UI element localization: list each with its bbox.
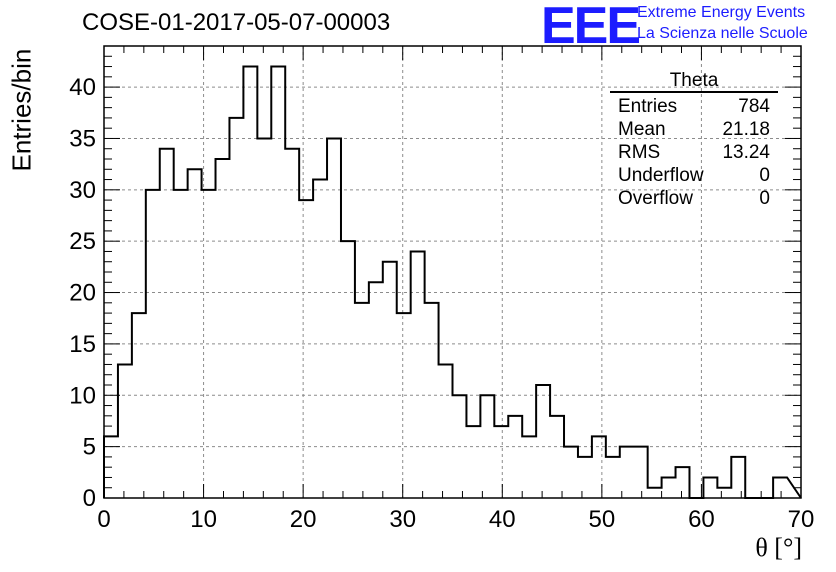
stats-row: Underflow 0 — [610, 164, 778, 187]
stats-value: 784 — [738, 96, 770, 117]
x-tick-label: 60 — [688, 506, 715, 533]
y-tick-label: 35 — [69, 125, 96, 152]
y-tick-label: 0 — [83, 485, 96, 512]
x-axis-label: θ [°] — [755, 533, 802, 562]
stats-value: 21.18 — [722, 119, 770, 140]
y-tick-label: 5 — [83, 434, 96, 461]
stats-label: Entries — [618, 96, 678, 117]
stats-value: 0 — [759, 165, 770, 186]
x-tick-label: 20 — [290, 506, 317, 533]
y-tick-label: 30 — [69, 177, 96, 204]
x-tick-label: 30 — [389, 506, 416, 533]
stats-row: Entries 784 — [610, 95, 778, 118]
y-tick-label: 40 — [69, 74, 96, 101]
histogram-line — [103, 65, 802, 499]
stats-label: Underflow — [618, 165, 704, 186]
stats-box: Theta Entries 784 Mean 21.18 RMS 13.24 Unde… — [610, 71, 778, 210]
stats-row: Mean 21.18 — [610, 118, 778, 141]
stats-title: Theta — [610, 71, 778, 93]
stats-label: Overflow — [618, 188, 693, 209]
y-tick-label: 25 — [69, 228, 96, 255]
x-tick-label: 70 — [788, 506, 815, 533]
x-tick-label: 10 — [190, 506, 217, 533]
logo-subtitle-1: Extreme Energy Events — [637, 4, 806, 21]
y-tick-label: 20 — [69, 280, 96, 307]
stats-label: Mean — [618, 119, 666, 140]
eee-logo: EEE — [541, 0, 641, 55]
stats-label: RMS — [618, 142, 661, 163]
x-tick-label: 0 — [97, 506, 110, 533]
x-tick-label: 50 — [589, 506, 616, 533]
stats-value: 0 — [759, 188, 770, 209]
stats-value: 13.24 — [722, 142, 770, 163]
stats-row: Overflow 0 — [610, 187, 778, 210]
y-tick-label: 10 — [69, 382, 96, 409]
y-tick-label: 15 — [69, 331, 96, 358]
chart-title: COSE-01-2017-05-07-00003 — [82, 9, 391, 36]
x-tick-label: 40 — [489, 506, 516, 533]
y-axis-label: Entries/bin — [6, 48, 37, 172]
stats-row: RMS 13.24 — [610, 141, 778, 164]
logo-subtitle-2: La Scienza nelle Scuole — [637, 25, 808, 42]
